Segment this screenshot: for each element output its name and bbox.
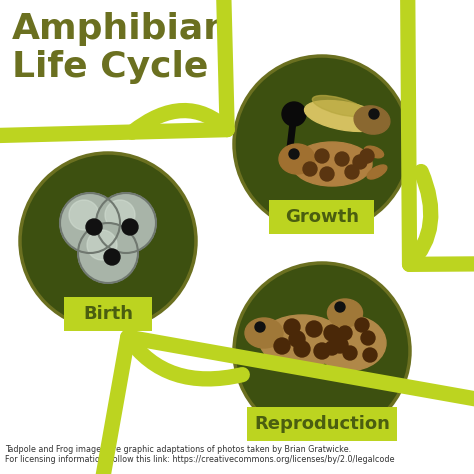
Circle shape [289, 331, 305, 347]
Text: Tadpole and Frog images are graphic adaptations of photos taken by Brian Gratwic: Tadpole and Frog images are graphic adap… [5, 445, 394, 464]
Ellipse shape [367, 165, 387, 179]
Circle shape [315, 149, 329, 163]
Circle shape [355, 318, 369, 332]
Circle shape [320, 167, 334, 181]
Circle shape [78, 223, 138, 283]
Circle shape [284, 319, 300, 335]
Text: Life Cycle: Life Cycle [12, 50, 209, 84]
Circle shape [361, 331, 375, 345]
Ellipse shape [328, 299, 363, 327]
Circle shape [234, 263, 410, 439]
Ellipse shape [259, 315, 345, 367]
Circle shape [343, 346, 357, 360]
Circle shape [335, 302, 345, 312]
Ellipse shape [354, 106, 390, 134]
Ellipse shape [314, 316, 386, 371]
Circle shape [360, 149, 374, 163]
Circle shape [104, 249, 120, 265]
Circle shape [289, 149, 299, 159]
Ellipse shape [312, 95, 365, 117]
Circle shape [332, 337, 348, 353]
Circle shape [324, 325, 340, 341]
Circle shape [325, 341, 339, 355]
Circle shape [282, 102, 306, 126]
Circle shape [87, 230, 117, 260]
Circle shape [20, 153, 196, 329]
Circle shape [69, 200, 99, 230]
Ellipse shape [365, 146, 383, 158]
FancyBboxPatch shape [270, 200, 374, 234]
Circle shape [369, 109, 379, 119]
Circle shape [96, 193, 156, 253]
Circle shape [338, 326, 352, 340]
Ellipse shape [304, 100, 383, 131]
FancyBboxPatch shape [247, 407, 397, 441]
Circle shape [303, 162, 317, 176]
Circle shape [86, 219, 102, 235]
Text: Growth: Growth [285, 208, 359, 226]
Circle shape [294, 341, 310, 357]
Ellipse shape [245, 318, 283, 348]
Circle shape [105, 200, 135, 230]
Circle shape [306, 321, 322, 337]
Circle shape [60, 193, 120, 253]
Ellipse shape [292, 142, 372, 186]
Text: Reproduction: Reproduction [254, 415, 390, 433]
Circle shape [314, 343, 330, 359]
Circle shape [122, 219, 138, 235]
Circle shape [335, 152, 349, 166]
Circle shape [363, 348, 377, 362]
Circle shape [353, 155, 367, 169]
Circle shape [234, 56, 410, 232]
Text: Amphibian: Amphibian [12, 12, 230, 46]
Circle shape [255, 322, 265, 332]
Ellipse shape [279, 144, 315, 174]
Text: Birth: Birth [83, 305, 133, 323]
FancyBboxPatch shape [64, 297, 152, 331]
Circle shape [274, 338, 290, 354]
Circle shape [345, 165, 359, 179]
